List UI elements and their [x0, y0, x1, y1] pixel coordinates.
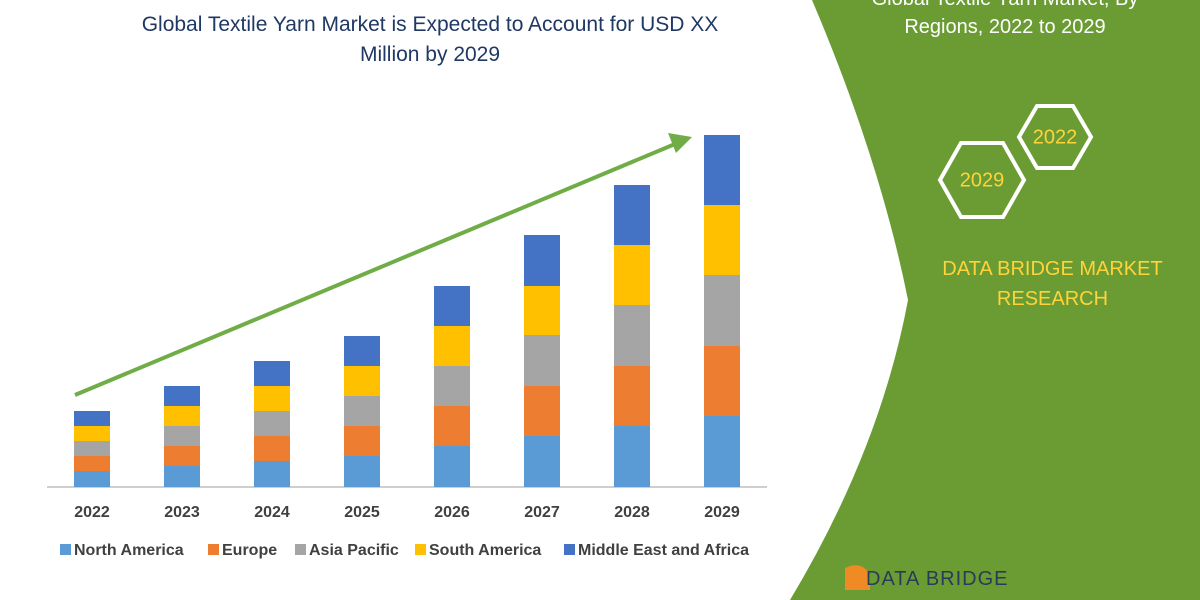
- bar-segment: [74, 411, 110, 426]
- bar-segment: [254, 461, 290, 487]
- bar-segment: [524, 335, 560, 386]
- bar-segment: [344, 336, 380, 366]
- bar-segment: [254, 436, 290, 461]
- bar-segment: [704, 135, 740, 205]
- bar-segment: [434, 366, 470, 406]
- hexagon: [1016, 104, 1094, 170]
- x-tick-label: 2023: [164, 504, 200, 521]
- bar-segment: [614, 366, 650, 426]
- side-panel: [790, 0, 1200, 600]
- bar-segment: [74, 441, 110, 456]
- bar-segment: [164, 446, 200, 466]
- x-tick-label: 2022: [74, 504, 110, 521]
- bar-segment: [704, 205, 740, 275]
- legend-label: Middle East and Africa: [578, 542, 749, 559]
- bar-segment: [614, 185, 650, 245]
- bar-segment: [704, 416, 740, 487]
- arrow-head: [668, 133, 692, 153]
- x-tick-label: 2028: [614, 504, 650, 521]
- legend-label: Europe: [222, 542, 277, 559]
- legend-swatch: [295, 544, 306, 555]
- bar-segment: [254, 386, 290, 411]
- bar-segment: [434, 326, 470, 366]
- bar-segment: [524, 386, 560, 436]
- bar-segment: [164, 466, 200, 487]
- bar-segment: [524, 235, 560, 286]
- bar-segment: [344, 366, 380, 396]
- legend-swatch: [415, 544, 426, 555]
- legend-swatch: [60, 544, 71, 555]
- bar-segment: [74, 456, 110, 471]
- brand: DATA BRIDGE MARKET RESEARCH: [942, 258, 1163, 310]
- badge: 2022: [1033, 126, 1078, 148]
- hexagon: [937, 141, 1027, 219]
- legend-swatch: [208, 544, 219, 555]
- x-tick-label: 2025: [344, 504, 380, 521]
- bar-segment: [704, 346, 740, 416]
- x-tick-label: 2026: [434, 504, 470, 521]
- bar-segment: [254, 361, 290, 386]
- trend-arrow: [74, 142, 676, 397]
- panel-title: Global Textile Yarn Market, By Regions, …: [872, 0, 1139, 38]
- bar-segment: [614, 245, 650, 305]
- badge: 2029: [960, 169, 1005, 191]
- bar-segment: [434, 446, 470, 487]
- bar-segment: [434, 286, 470, 326]
- bar-segment: [524, 436, 560, 487]
- x-tick-label: 2029: [704, 504, 740, 521]
- bar-segment: [344, 396, 380, 426]
- logo-text: DATA BRIDGE: [866, 568, 1009, 590]
- chart-title: Global Textile Yarn Market is Expected t…: [141, 13, 719, 66]
- legend-swatch: [564, 544, 575, 555]
- bar-segment: [254, 411, 290, 436]
- bar-segment: [164, 426, 200, 446]
- bar-segment: [164, 386, 200, 406]
- bar-segment: [704, 275, 740, 346]
- bar-segment: [344, 456, 380, 487]
- bar-segment: [614, 305, 650, 366]
- bar-segment: [74, 426, 110, 441]
- bar-segment: [524, 286, 560, 335]
- bar-segment: [344, 426, 380, 456]
- bar-segment: [614, 426, 650, 487]
- bar-segment: [74, 471, 110, 487]
- bar-segment: [434, 406, 470, 446]
- legend-label: North America: [74, 542, 184, 559]
- legend-label: Asia Pacific: [309, 542, 399, 559]
- bar-segment: [164, 406, 200, 426]
- legend-label: South America: [429, 542, 541, 559]
- x-tick-label: 2027: [524, 504, 560, 521]
- logo-icon: [845, 565, 870, 590]
- bars: [74, 135, 740, 487]
- x-tick-label: 2024: [254, 504, 290, 521]
